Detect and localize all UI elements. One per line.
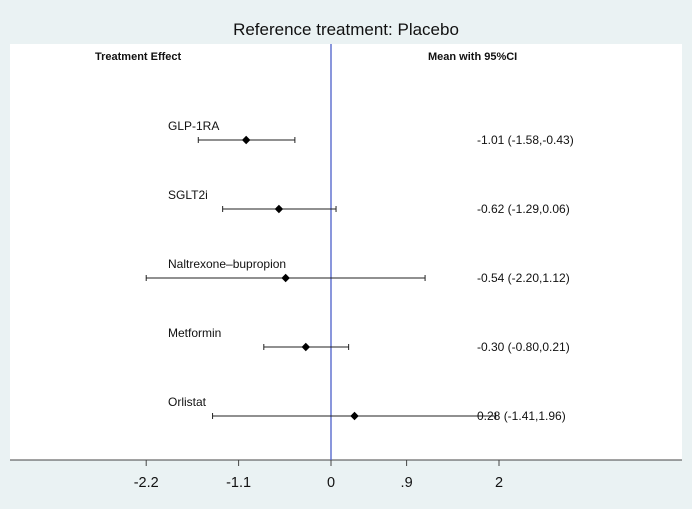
ci-value-text: -0.30 (-0.80,0.21) [477, 340, 570, 354]
plot-panel [10, 44, 682, 460]
mean-marker [301, 342, 310, 352]
ci-value-text: -0.62 (-1.29,0.06) [477, 202, 570, 216]
x-tick-label: -2.2 [134, 475, 159, 491]
treatment-label: Naltrexone–bupropion [168, 257, 286, 271]
x-tick-label: .9 [401, 475, 413, 491]
ci-value-text: -0.54 (-2.20,1.12) [477, 271, 570, 285]
treatment-label: Orlistat [168, 395, 207, 409]
ci-value-text: 0.28 (-1.41,1.96) [477, 409, 566, 423]
forest-rows: GLP-1RA -1.01 (-1.58,-0.43) SGLT2i -0.62 (-… [145, 119, 574, 423]
forest-row: Metformin -0.30 (-0.80,0.21) [168, 326, 570, 354]
right-column-header: Mean with 95%CI [428, 51, 517, 63]
x-axis-ticks: -2.2 -1.1 0 .9 2 [134, 460, 503, 491]
treatment-label: GLP-1RA [168, 119, 219, 133]
left-column-header: Treatment Effect [95, 51, 182, 63]
mean-marker [241, 135, 251, 145]
forest-row: Naltrexone–bupropion -0.54 (-2.20,1.12) [145, 257, 570, 285]
forest-row: SGLT2i -0.62 (-1.29,0.06) [168, 188, 570, 216]
x-tick-label: 2 [495, 475, 503, 491]
x-tick-label: 0 [327, 475, 335, 491]
ci-value-text: -1.01 (-1.58,-0.43) [477, 133, 574, 147]
mean-marker [350, 411, 359, 421]
treatment-label: SGLT2i [168, 188, 208, 202]
treatment-label: Metformin [168, 326, 221, 340]
chart-title: Reference treatment: Placebo [233, 20, 459, 39]
x-tick-label: -1.1 [226, 475, 251, 491]
mean-marker [281, 273, 290, 283]
forest-row: Orlistat 0.28 (-1.41,1.96) [168, 395, 566, 423]
forest-row: GLP-1RA -1.01 (-1.58,-0.43) [168, 119, 574, 147]
mean-marker [274, 204, 284, 214]
